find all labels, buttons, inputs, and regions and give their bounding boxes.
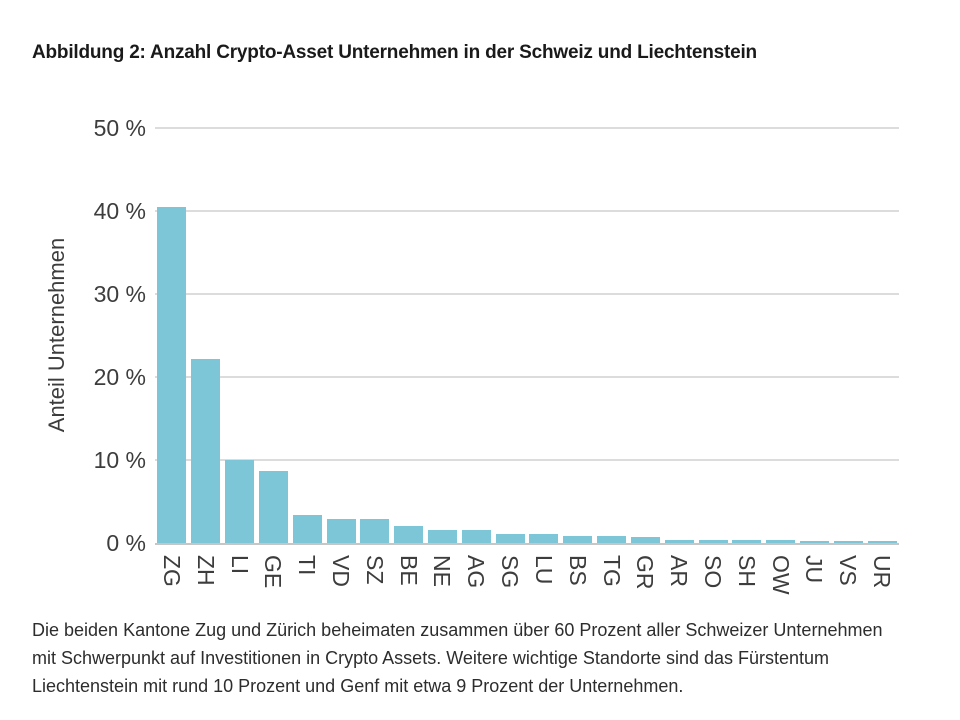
caption-line: mit Schwerpunkt auf Investitionen in Cry… [32, 648, 830, 668]
y-tick-label-40: 40 % [93, 198, 146, 224]
x-tick-label-NE: NE [429, 555, 456, 587]
bar-AR [664, 539, 694, 543]
bar-chart-plot-area [155, 127, 899, 545]
x-tick-label-UR: UR [869, 555, 896, 589]
gridline-40 [155, 210, 899, 212]
x-tick-label-ZH: ZH [192, 555, 219, 586]
x-tick-label-VD: VD [328, 555, 354, 587]
figure-title: Abbildung 2: Anzahl Crypto-Asset Unterne… [32, 42, 757, 63]
gridline-30 [155, 293, 899, 295]
bar-UR [867, 540, 897, 543]
bar-NE [427, 529, 457, 543]
x-tick-label-AG: AG [463, 555, 490, 589]
bar-TI [292, 514, 322, 543]
x-tick-label-SH: SH [733, 555, 760, 587]
y-axis-title: Anteil Unternehmen [44, 237, 69, 433]
x-tick-label-LU: LU [530, 555, 557, 585]
x-tick-label-LI: LI [226, 555, 253, 575]
x-tick-label-BE: BE [395, 555, 422, 586]
gridline-20 [155, 376, 899, 378]
x-tick-label-TI: TI [294, 555, 321, 576]
bar-TG [597, 535, 627, 543]
x-tick-label-OW: OW [767, 555, 794, 595]
x-tick-label-BS: BS [564, 555, 591, 586]
x-tick-label-GE: GE [260, 555, 287, 589]
caption-line: Liechtenstein mit rund 10 Prozent und Ge… [32, 676, 684, 696]
y-tick-label-20: 20 % [93, 364, 146, 390]
bar-ZH [191, 358, 221, 543]
bar-GR [630, 537, 660, 543]
x-tick-label-AR: AR [666, 555, 693, 587]
x-tick-label-ZG: ZG [158, 555, 185, 587]
x-tick-label-VS: VS [835, 555, 862, 586]
bar-SO [698, 539, 728, 543]
gridline-50 [155, 127, 899, 129]
x-tick-label-SO: SO [700, 555, 726, 589]
y-tick-label-30: 30 % [93, 281, 146, 307]
bar-VD [326, 518, 356, 543]
bar-LU [529, 533, 559, 543]
bar-SZ [360, 518, 390, 543]
gridline-10 [155, 459, 899, 461]
bar-VS [833, 540, 863, 543]
bar-LI [225, 460, 255, 543]
x-tick-label-TG: TG [598, 555, 625, 587]
y-tick-label-50: 50 % [93, 115, 146, 141]
bar-GE [258, 470, 288, 543]
x-tick-label-JU: JU [801, 555, 828, 584]
bar-ZG [157, 206, 187, 543]
bar-JU [799, 540, 829, 543]
x-tick-label-SZ: SZ [361, 555, 388, 585]
x-tick-label-GR: GR [632, 555, 659, 590]
bar-BE [394, 525, 424, 543]
bar-OW [766, 539, 796, 543]
caption-line: Die beiden Kantone Zug und Zürich beheim… [32, 620, 883, 640]
figure-caption: Die beiden Kantone Zug und Zürich beheim… [32, 616, 882, 700]
bar-SH [732, 539, 762, 543]
bar-BS [563, 535, 593, 543]
bar-SG [495, 533, 525, 543]
y-tick-label-0: 0 % [106, 530, 146, 556]
x-tick-label-SG: SG [497, 555, 524, 589]
bar-AG [461, 529, 491, 543]
y-tick-label-10: 10 % [93, 447, 146, 473]
